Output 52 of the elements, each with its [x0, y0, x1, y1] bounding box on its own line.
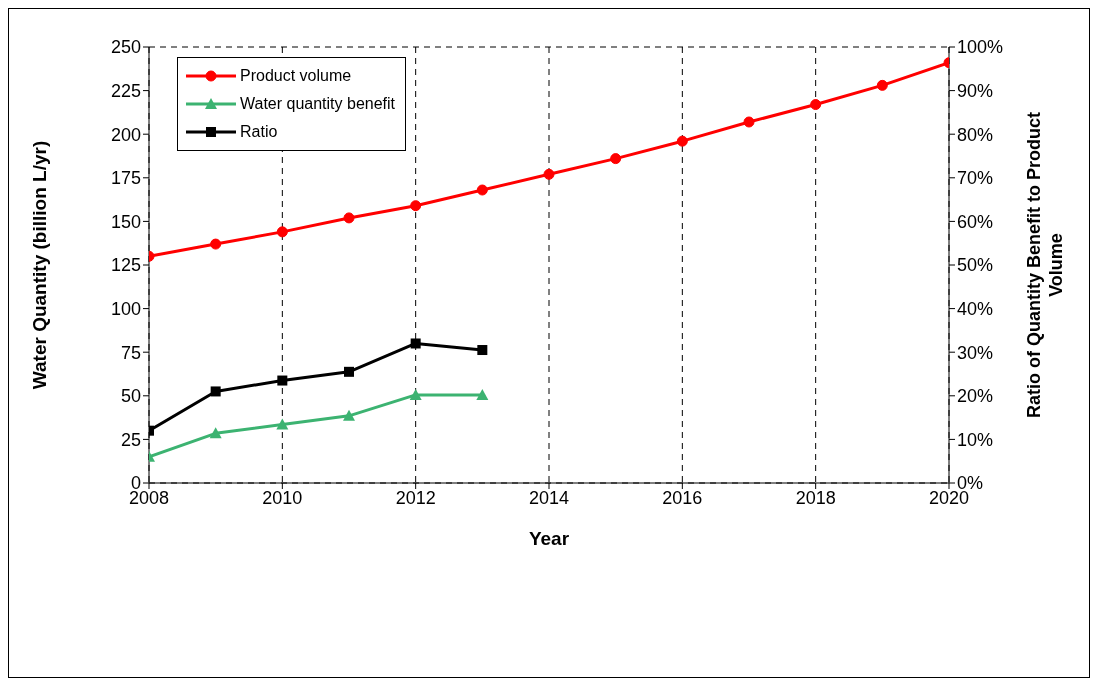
point	[876, 79, 888, 91]
y2-tick-label: 60%	[957, 211, 994, 232]
x-tick-label: 2016	[662, 487, 703, 508]
y2-axis-title: Ratio of Quantity Benefit to Product Volume	[1024, 112, 1066, 418]
point	[276, 226, 288, 238]
y-tick-label: 25	[120, 429, 141, 450]
point	[610, 153, 622, 165]
y2-tick-label: 70%	[957, 168, 994, 189]
y2-tick-label: 40%	[957, 298, 994, 319]
point	[276, 418, 289, 430]
point	[810, 99, 822, 111]
point	[743, 116, 755, 128]
point	[410, 338, 421, 349]
point	[344, 366, 354, 377]
y2-tick-label: 90%	[957, 80, 994, 101]
y-axis-title: Water Quantity (billion L/yr)	[28, 140, 50, 390]
x-tick-label: 2014	[528, 487, 570, 508]
y2-tick-label: 30%	[957, 342, 994, 363]
point	[410, 200, 422, 212]
point	[210, 238, 222, 250]
legend-label: Product volume	[240, 67, 352, 85]
y2-tick-label: 80%	[957, 124, 994, 145]
y-tick-label: 125	[110, 255, 141, 276]
y-tick-label: 50	[120, 386, 141, 407]
x-tick-label: 2018	[795, 487, 836, 508]
y-tick-label: 200	[110, 124, 141, 145]
point	[277, 375, 288, 386]
point	[543, 168, 555, 180]
x-tick-label: 2012	[395, 487, 436, 508]
x-axis-title: Year	[528, 528, 570, 549]
x-tick-label: 2010	[262, 487, 303, 508]
y2-tick-label: 100%	[957, 37, 1004, 58]
y2-tick-label: 10%	[957, 429, 994, 450]
y2-tick-label: 50%	[957, 255, 994, 276]
point	[209, 427, 222, 439]
y-tick-label: 225	[110, 80, 141, 101]
y2-tick-label: 20%	[957, 386, 994, 407]
legend-label: Water quantity benefit	[240, 95, 396, 113]
point	[210, 386, 221, 397]
point	[343, 212, 355, 224]
point	[477, 345, 488, 356]
point	[476, 184, 488, 196]
y-tick-label: 150	[110, 211, 141, 232]
point	[676, 135, 688, 147]
y-tick-label: 100	[110, 298, 141, 319]
point	[476, 388, 489, 400]
y-tick-label: 250	[110, 37, 141, 58]
legend-label: Ratio	[240, 123, 278, 141]
point	[409, 388, 422, 400]
y-tick-label: 175	[110, 168, 141, 189]
point	[343, 409, 355, 421]
y-tick-label: 75	[120, 342, 141, 363]
